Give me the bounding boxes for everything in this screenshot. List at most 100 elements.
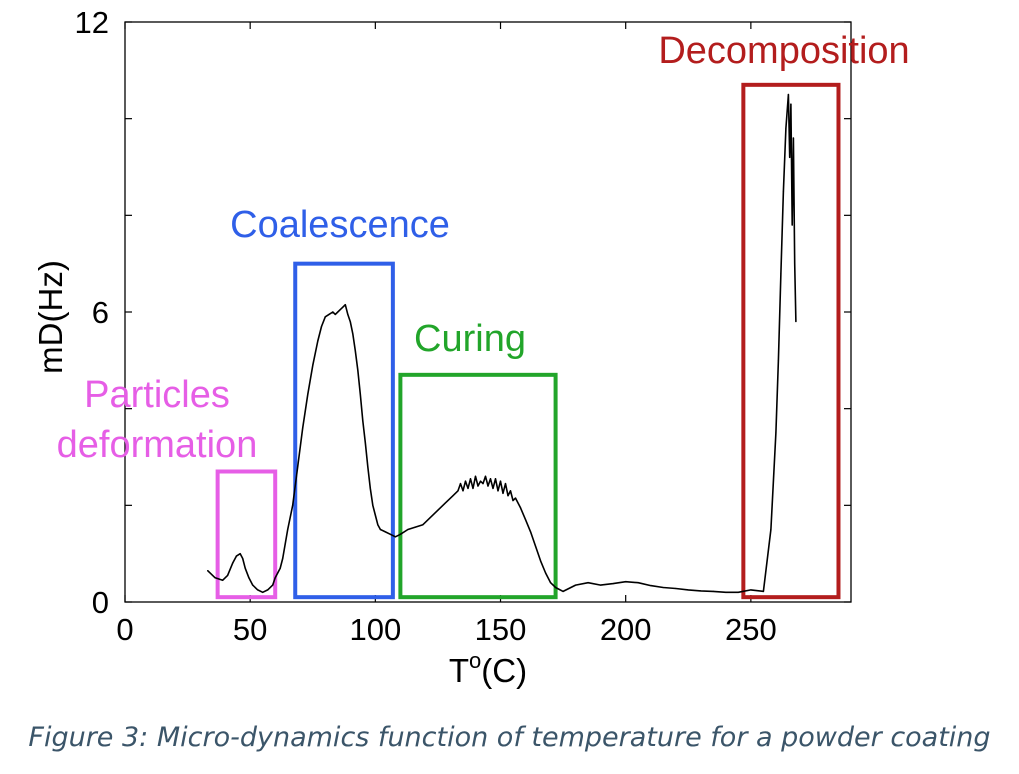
data-point: [479, 480, 482, 482]
data-point: [328, 313, 330, 316]
data-point: [524, 519, 527, 521]
data-point: [267, 589, 269, 591]
data-point: [459, 482, 462, 485]
x-axis-label: To(C): [449, 648, 527, 689]
data-point: [292, 504, 294, 506]
region-box-0: [215, 469, 278, 600]
data-point: [272, 584, 274, 586]
data-point: [477, 485, 479, 487]
data-point: [344, 304, 346, 306]
data-point: [637, 582, 639, 584]
data-point: [484, 475, 487, 477]
data-point: [357, 369, 359, 371]
data-point: [462, 490, 464, 492]
data-point: [444, 502, 447, 504]
figure-caption: Figure 3: Micro-dynamics function of tem…: [28, 722, 991, 753]
data-point: [214, 577, 216, 579]
data-point: [337, 311, 339, 313]
data-point: [794, 263, 796, 265]
data-point: [474, 475, 477, 477]
data-point: [359, 393, 361, 395]
data-point: [762, 590, 764, 592]
y-tick-label: 12: [75, 5, 109, 40]
data-point: [279, 567, 281, 569]
data-point: [587, 582, 589, 584]
data-point: [782, 190, 785, 192]
data-point: [775, 432, 777, 434]
data-point: [787, 93, 790, 96]
data-point: [785, 127, 787, 129]
data-point: [284, 543, 286, 545]
region-boxes: [215, 82, 841, 600]
data-point: [334, 313, 336, 316]
data-point: [770, 528, 772, 531]
region-box-3: [741, 82, 841, 600]
data-point: [277, 572, 279, 574]
x-tick-label: 250: [725, 612, 777, 647]
x-tick-label: 200: [600, 612, 652, 647]
x-tick-label: 50: [233, 612, 267, 647]
data-point: [494, 478, 497, 480]
data-point: [777, 359, 780, 361]
data-point: [377, 524, 379, 526]
data-point: [687, 589, 689, 591]
data-point: [489, 478, 492, 480]
data-point: [364, 441, 366, 444]
data-point: [487, 485, 489, 487]
x-tick-label: 100: [349, 612, 401, 647]
data-point: [352, 333, 354, 335]
y-axis-label: mD(Hz): [32, 260, 69, 374]
data-point: [282, 557, 284, 560]
data-point: [457, 490, 459, 492]
data-point: [612, 583, 614, 585]
data-point: [369, 487, 371, 490]
data-point: [700, 590, 702, 592]
data-point: [389, 533, 391, 535]
data-point: [242, 557, 244, 560]
data-point: [712, 590, 714, 592]
data-point: [509, 490, 512, 492]
data-point: [534, 545, 537, 548]
data-point: [262, 591, 264, 593]
x-tick-label: 150: [475, 612, 527, 647]
data-point: [429, 516, 432, 519]
data-point: [575, 584, 577, 586]
data-point: [650, 584, 652, 587]
x-axis-label-base: T: [449, 652, 469, 689]
data-point: [725, 591, 727, 593]
data-point: [437, 509, 439, 511]
region-label: Coalescence: [230, 204, 450, 246]
region-label-line2: deformation: [57, 424, 258, 466]
data-point: [780, 272, 782, 274]
data-point: [514, 497, 517, 499]
data-point: [347, 313, 349, 316]
data-point: [504, 482, 507, 485]
data-point: [791, 224, 793, 226]
data-point: [795, 321, 797, 323]
data-point: [750, 589, 752, 591]
data-point: [464, 480, 467, 482]
data-point: [499, 480, 502, 482]
data-point: [512, 499, 514, 502]
data-point: [399, 533, 401, 535]
region-box-1: [293, 261, 395, 600]
data-point: [792, 137, 795, 139]
data-point: [554, 586, 557, 589]
y-tick-label: 6: [92, 295, 109, 330]
data-point: [354, 350, 356, 352]
data-point: [232, 562, 234, 564]
data-point: [422, 524, 424, 526]
data-point: [414, 526, 416, 528]
region-label: Curing: [414, 318, 526, 360]
data-point: [324, 316, 326, 318]
data-point: [244, 567, 246, 569]
data-point: [312, 364, 314, 366]
data-point: [349, 321, 351, 323]
data-point: [529, 531, 532, 533]
data-point: [737, 591, 739, 593]
x-axis-label-unit: (C): [481, 652, 527, 689]
data-point: [562, 590, 564, 592]
data-point: [374, 514, 376, 516]
data-point: [287, 528, 289, 531]
